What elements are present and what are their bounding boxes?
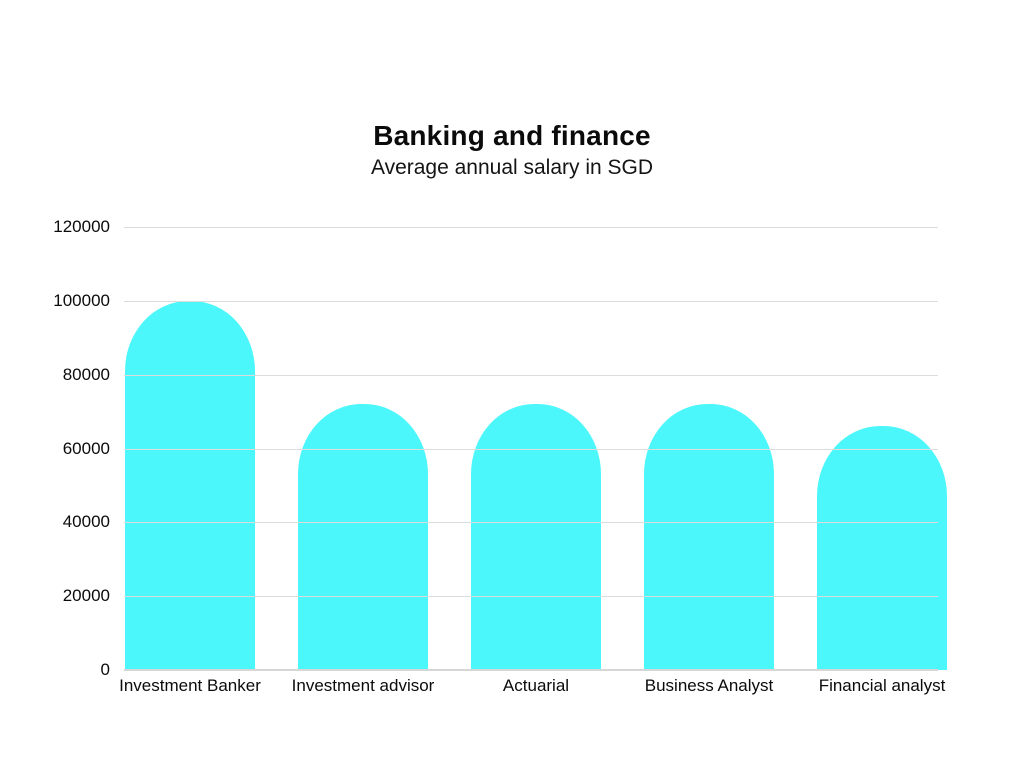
y-tick-label-80000: 80000 xyxy=(62,364,110,384)
chart-subtitle: Average annual salary in SGD xyxy=(370,156,654,179)
gridline-40000 xyxy=(124,522,938,524)
y-tick-label-60000: 60000 xyxy=(62,438,110,458)
y-tick-label-0: 0 xyxy=(100,660,110,679)
y-tick-label-100000: 100000 xyxy=(53,290,110,310)
x-axis-label-investment-advisor: Investment advisor xyxy=(291,676,435,695)
bar-financial-analyst xyxy=(817,426,947,670)
bar-actuarial xyxy=(471,404,601,670)
bar-investment-advisor xyxy=(298,404,428,670)
x-axis-labels: Investment Banker Investment advisor Actua… xyxy=(119,676,947,700)
y-tick-label-40000: 40000 xyxy=(62,512,110,532)
gridline-100000 xyxy=(124,300,938,302)
plot-area: 0 20000 40000 60000 80000 100000 120000 xyxy=(53,217,947,679)
gridline-120000 xyxy=(124,227,938,228)
gridline-60000 xyxy=(124,448,938,450)
gridline-80000 xyxy=(124,374,938,376)
x-axis-label-investment-banker: Investment Banker xyxy=(119,676,261,695)
x-axis-label-financial-analyst: Financial analyst xyxy=(818,676,946,695)
gridline-20000 xyxy=(124,596,938,598)
x-axis-label-business-analyst: Business Analyst xyxy=(644,676,774,695)
chart-title: Banking and finance xyxy=(373,120,651,151)
x-axis-label-actuarial: Actuarial xyxy=(502,676,570,695)
gridline-0 xyxy=(124,669,938,671)
y-tick-label-20000: 20000 xyxy=(62,586,110,606)
bar-investment-banker xyxy=(125,300,255,670)
bar-business-analyst xyxy=(644,404,774,670)
y-tick-label-120000: 120000 xyxy=(53,217,110,236)
